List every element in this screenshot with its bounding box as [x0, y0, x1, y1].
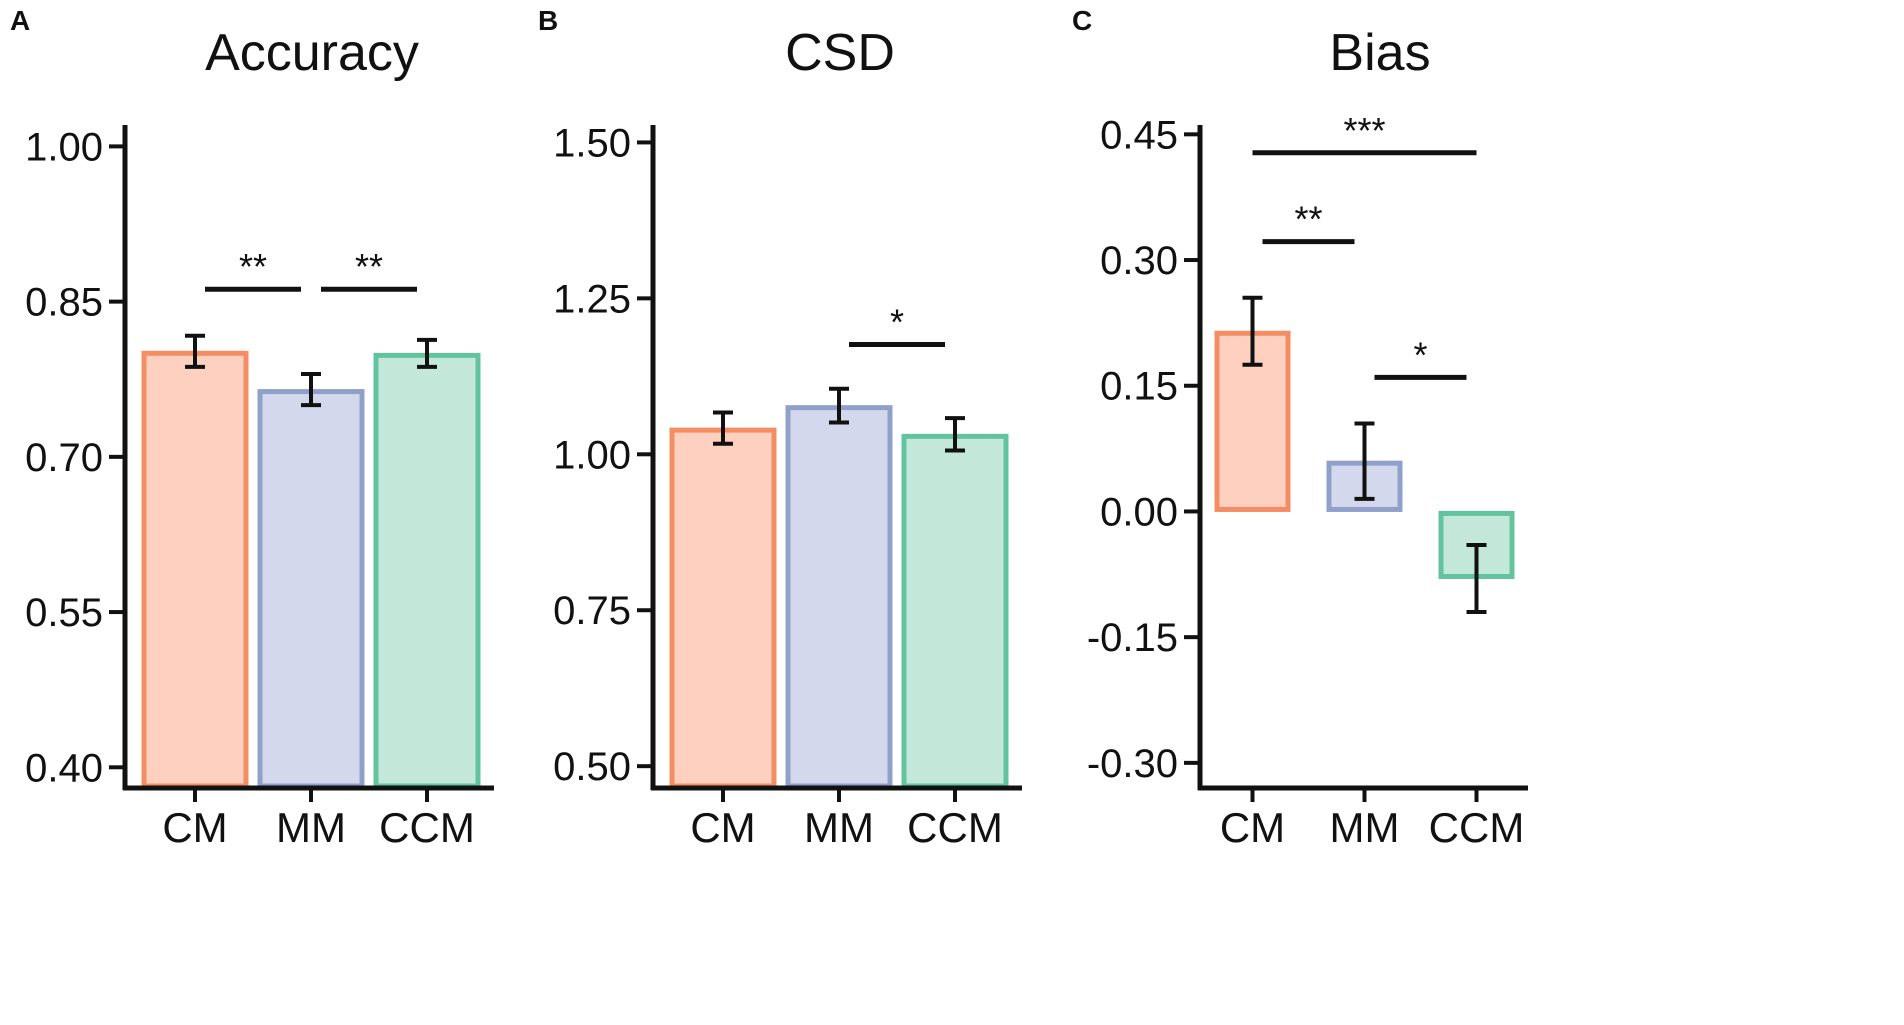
panel-title: CSD — [785, 24, 895, 82]
bar-mm — [785, 405, 893, 789]
panel-title: Accuracy — [205, 24, 419, 82]
y-tick-label: 0.30 — [1100, 239, 1178, 283]
panel-letter: C — [1072, 5, 1092, 36]
y-tick-label: 0.40 — [25, 746, 103, 790]
significance-label: * — [1413, 334, 1427, 375]
y-tick-label: 0.55 — [25, 591, 103, 635]
y-tick-label: 0.70 — [25, 436, 103, 480]
significance-label: *** — [1343, 110, 1385, 151]
x-tick-label: CCM — [379, 804, 475, 851]
y-tick-label: -0.15 — [1087, 616, 1178, 660]
x-tick-label: CM — [690, 804, 755, 851]
x-tick-label: CM — [1220, 804, 1285, 851]
x-tick-label: CM — [162, 804, 227, 851]
y-tick-label: 0.15 — [1100, 365, 1178, 409]
y-tick-label: 0.85 — [25, 281, 103, 325]
y-tick-label: 1.50 — [553, 121, 631, 165]
panel-title: Bias — [1329, 24, 1430, 82]
bar-cm — [669, 427, 777, 789]
y-tick-label: 1.00 — [25, 125, 103, 169]
x-tick-label: MM — [276, 804, 346, 851]
x-tick-label: MM — [804, 804, 874, 851]
x-tick-label: CCM — [907, 804, 1003, 851]
significance-label: ** — [355, 246, 383, 287]
bar-ccm — [901, 433, 1009, 789]
x-tick-label: CCM — [1429, 804, 1525, 851]
y-tick-label: 0.45 — [1100, 113, 1178, 157]
bar-mm — [257, 389, 365, 789]
panel-a: A Accuracy 0.40 0.55 0.70 0.85 1.00 CM MM CCM ** ** — [10, 5, 494, 851]
bar-ccm — [373, 352, 481, 789]
y-tick-label: 0.50 — [553, 745, 631, 789]
significance-label: ** — [239, 246, 267, 287]
significance-label: ** — [1294, 199, 1322, 240]
panel-b: B CSD 0.50 0.75 1.00 1.25 1.50 CM MM CCM * — [538, 5, 1022, 851]
bar-cm — [141, 350, 249, 789]
significance-label: * — [890, 302, 904, 343]
y-tick-label: 0.75 — [553, 589, 631, 633]
y-tick-label: -0.30 — [1087, 742, 1178, 786]
x-tick-label: MM — [1330, 804, 1400, 851]
y-tick-label: 0.00 — [1100, 490, 1178, 534]
y-tick-label: 1.25 — [553, 277, 631, 321]
y-tick-label: 1.00 — [553, 433, 631, 477]
panel-letter: A — [10, 5, 30, 36]
panel-letter: B — [538, 5, 558, 36]
